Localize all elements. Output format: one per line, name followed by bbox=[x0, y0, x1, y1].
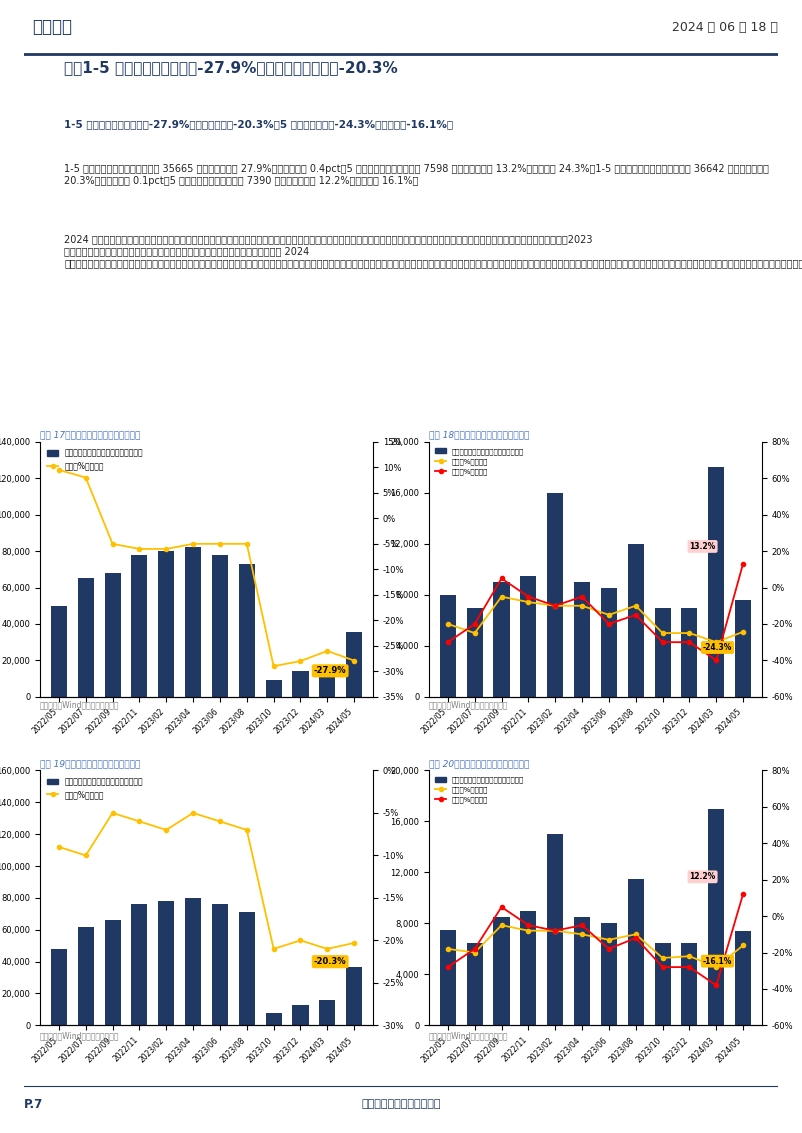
Text: 资料来源：Wind，国盛证泰研究所: 资料来源：Wind，国盛证泰研究所 bbox=[429, 1031, 508, 1040]
Bar bbox=[212, 904, 228, 1025]
Bar bbox=[319, 666, 335, 697]
Bar bbox=[104, 920, 120, 1025]
Bar bbox=[682, 607, 698, 697]
Text: -27.9%: -27.9% bbox=[314, 666, 346, 675]
Text: 图表 19：商品房销售面积累计值及同比: 图表 19：商品房销售面积累计值及同比 bbox=[40, 759, 140, 768]
Text: 国盛证券: 国盛证券 bbox=[32, 18, 72, 36]
Bar bbox=[601, 588, 617, 697]
Bar bbox=[654, 943, 670, 1025]
Text: 资料来源：Wind，国盛证泰研究所: 资料来源：Wind，国盛证泰研究所 bbox=[40, 1031, 119, 1040]
Bar bbox=[574, 917, 590, 1025]
Bar bbox=[265, 681, 282, 697]
Bar bbox=[78, 927, 94, 1025]
Bar bbox=[493, 582, 509, 697]
Bar bbox=[265, 1013, 282, 1025]
Bar bbox=[132, 904, 148, 1025]
Text: 二、1-5 月销售金额累计同比-27.9%，销售面积累计同比-20.3%: 二、1-5 月销售金额累计同比-27.9%，销售面积累计同比-20.3% bbox=[64, 60, 398, 75]
Bar bbox=[293, 671, 309, 697]
Bar bbox=[185, 897, 201, 1025]
Text: 12.2%: 12.2% bbox=[690, 872, 715, 881]
Bar bbox=[735, 600, 751, 697]
Bar bbox=[467, 943, 483, 1025]
Text: 13.2%: 13.2% bbox=[690, 542, 715, 551]
Legend: 商品房销售面积单月值（万方，左轴）, 同比（%，右轴）, 环比（%，右轴）: 商品房销售面积单月值（万方，左轴）, 同比（%，右轴）, 环比（%，右轴） bbox=[432, 774, 526, 807]
Bar bbox=[239, 912, 255, 1025]
Bar bbox=[601, 923, 617, 1025]
Bar bbox=[293, 1005, 309, 1025]
Bar bbox=[628, 544, 644, 697]
Bar bbox=[493, 917, 509, 1025]
Bar bbox=[212, 555, 228, 697]
Bar bbox=[78, 579, 94, 697]
Legend: 商品房销售面积累计值（万方，左轴）, 同比（%，右轴）: 商品房销售面积累计值（万方，左轴）, 同比（%，右轴） bbox=[44, 774, 146, 802]
Text: -16.1%: -16.1% bbox=[703, 956, 732, 965]
Bar bbox=[708, 809, 724, 1025]
Bar bbox=[185, 547, 201, 697]
Bar bbox=[574, 582, 590, 697]
Bar bbox=[547, 493, 563, 697]
Text: -20.3%: -20.3% bbox=[314, 957, 346, 966]
Bar bbox=[467, 607, 483, 697]
Text: 图表 17：商品房销售金额累计值及同比: 图表 17：商品房销售金额累计值及同比 bbox=[40, 431, 140, 440]
Text: -24.3%: -24.3% bbox=[703, 644, 732, 651]
Bar bbox=[547, 834, 563, 1025]
Text: 2024 年以来，全国范围销售金额降幅显著大于面积降幅，我们认为原因之一是，房价的下行从三四线蔓延至二线蔓延至一线，在一线加入房价下行之后，销售均价的变动更加明: 2024 年以来，全国范围销售金额降幅显著大于面积降幅，我们认为原因之一是，房价… bbox=[64, 235, 802, 267]
Bar bbox=[439, 595, 456, 697]
Bar bbox=[51, 949, 67, 1025]
Text: 资料来源：Wind，国盛证泰研究所: 资料来源：Wind，国盛证泰研究所 bbox=[40, 700, 119, 709]
Text: 图表 18：商品房销售金额单月值及同比: 图表 18：商品房销售金额单月值及同比 bbox=[429, 431, 529, 440]
Bar bbox=[158, 551, 174, 697]
Bar bbox=[132, 555, 148, 697]
Text: 资料来源：Wind，国盛证泰研究所: 资料来源：Wind，国盛证泰研究所 bbox=[429, 700, 508, 709]
Bar bbox=[346, 632, 363, 697]
Text: 2024 年 06 月 18 日: 2024 年 06 月 18 日 bbox=[672, 20, 778, 34]
Text: 请仔细阅读本报告末页声明: 请仔细阅读本报告末页声明 bbox=[361, 1099, 441, 1109]
Bar bbox=[708, 467, 724, 697]
Bar bbox=[104, 573, 120, 697]
Bar bbox=[239, 564, 255, 697]
Text: 1-5 月商品房销售金额同比-27.9%，销售面积同比-20.3%；5 月单月金额同比-24.3%，面积同比-16.1%。: 1-5 月商品房销售金额同比-27.9%，销售面积同比-20.3%；5 月单月金… bbox=[64, 119, 453, 129]
Text: P.7: P.7 bbox=[24, 1098, 43, 1110]
Bar bbox=[520, 576, 537, 697]
Text: 1-5 月份，全国商品房销售金额为 35665 亿元，同比减少 27.9%，较前值提高 0.4pct；5 月单月商品房销售金额为 7598 亿元，环比增长 13: 1-5 月份，全国商品房销售金额为 35665 亿元，同比减少 27.9%，较前… bbox=[64, 164, 769, 186]
Bar bbox=[628, 879, 644, 1025]
Bar bbox=[520, 911, 537, 1025]
Bar bbox=[158, 901, 174, 1025]
Bar bbox=[346, 966, 363, 1025]
Legend: 商品房销售金额累计值（亿元，左轴）, 同比（%，右轴）: 商品房销售金额累计值（亿元，左轴）, 同比（%，右轴） bbox=[44, 445, 146, 474]
Text: 图表 20：商品房销售面积单月值及同比: 图表 20：商品房销售面积单月值及同比 bbox=[429, 759, 529, 768]
Bar bbox=[319, 999, 335, 1025]
Legend: 商品房销售金额单月值（亿元，左轴）, 同比（%，右轴）, 环比（%，右轴）: 商品房销售金额单月值（亿元，左轴）, 同比（%，右轴）, 环比（%，右轴） bbox=[432, 445, 526, 478]
Bar bbox=[735, 931, 751, 1025]
Bar bbox=[439, 930, 456, 1025]
Bar bbox=[682, 943, 698, 1025]
Bar bbox=[654, 607, 670, 697]
Bar bbox=[51, 606, 67, 697]
